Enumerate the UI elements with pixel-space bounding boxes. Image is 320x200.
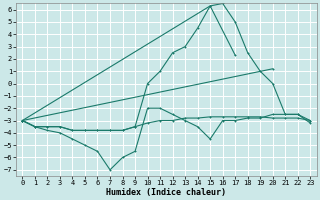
X-axis label: Humidex (Indice chaleur): Humidex (Indice chaleur) (106, 188, 226, 197)
